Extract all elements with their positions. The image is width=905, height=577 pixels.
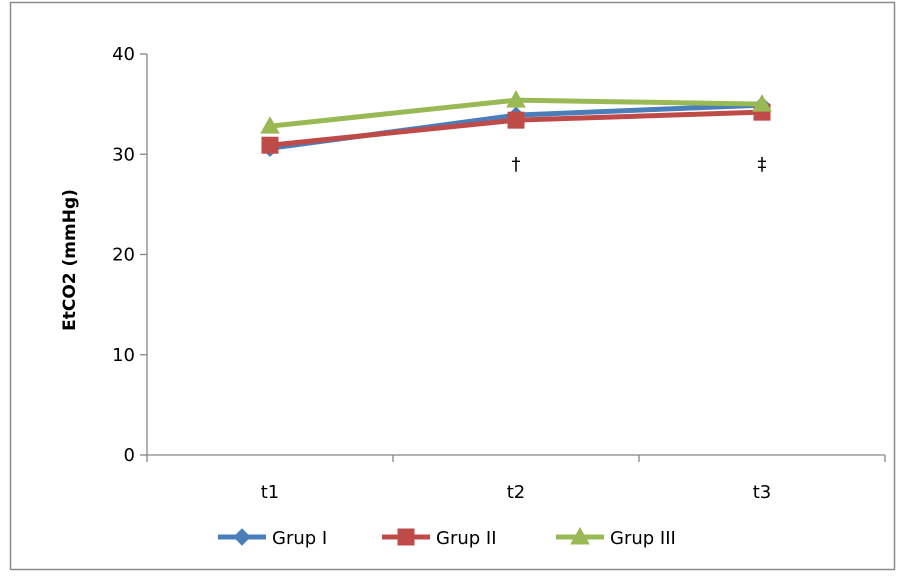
y-tick-label: 10 [112,345,135,366]
significance-marker: † [512,154,521,175]
y-tick-label: 40 [112,44,135,65]
plot-area: 0 10 20 30 40 t1 t2 t3 † ‡ [112,44,886,503]
x-tick-label: t3 [753,482,772,503]
data-point-3-3 [752,94,772,112]
significance-marker: ‡ [758,154,767,175]
data-point-3-2 [506,90,526,108]
data-point-2-2 [507,111,525,129]
legend-marker-1 [233,528,251,546]
x-tick-label: t1 [261,482,280,503]
y-axis-label: EtCO2 (mmHg) [60,189,80,331]
legend-marker-3 [570,526,590,545]
y-tick-label: 20 [112,245,135,266]
x-tick-label: t2 [507,482,526,503]
legend-label-2: Grup II [436,528,497,549]
legend: Grup I Grup II Grup III [218,526,676,549]
y-axis-title: EtCO2 (mmHg) [60,189,80,331]
data-point-3-1 [260,116,280,134]
chart-border [9,1,896,571]
legend-marker-2 [397,528,415,546]
legend-label-3: Grup III [610,528,676,549]
data-point-2-1 [261,136,279,154]
y-tick-label: 0 [124,445,135,466]
legend-label-1: Grup I [272,528,327,549]
y-tick-label: 30 [112,144,135,165]
